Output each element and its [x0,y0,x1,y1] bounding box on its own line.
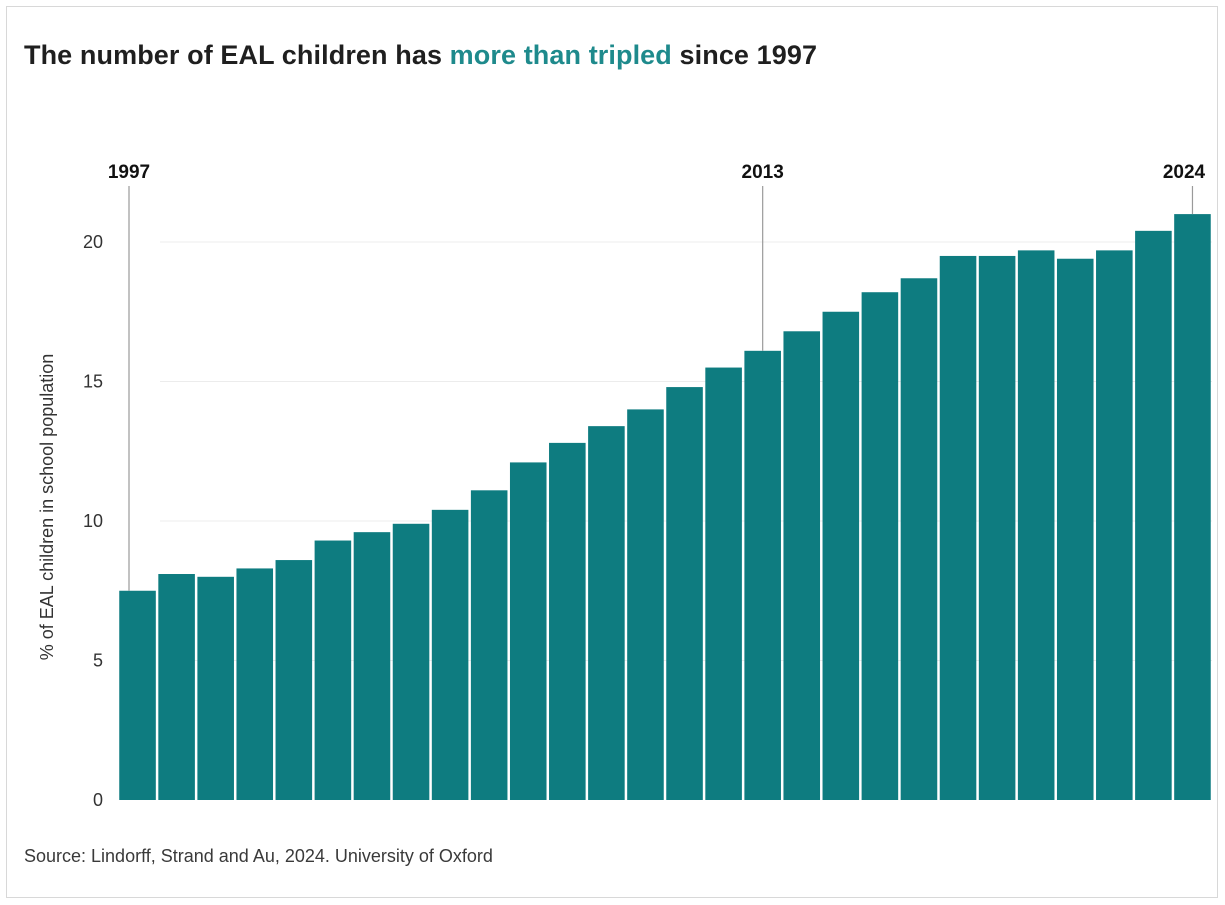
bar-2018 [939,255,977,800]
title-text-start: The number of EAL children has [24,40,450,70]
title-highlight: more than tripled [449,40,672,70]
bar-2008 [549,442,586,800]
bar-2003 [353,532,391,800]
bar-2015 [822,311,860,800]
y-tick-label-10: 10 [83,511,103,531]
y-axis-label: % of EAL children in school population [37,354,57,661]
bar-2013 [744,350,781,800]
bar-2012 [705,367,742,800]
bar-2024 [1174,214,1211,801]
bar-2009 [588,426,625,800]
bar-2000 [236,568,274,800]
bar-2011 [666,387,703,800]
bar-2002 [314,540,352,800]
bar-2022 [1096,250,1133,800]
bar-1999 [197,576,234,800]
year-annotations: 1997 2013 2024 [108,162,1206,591]
y-tick-label-20: 20 [83,232,103,252]
bar-2023 [1135,230,1172,801]
y-axis-ticks: 0 5 10 15 20 [83,232,103,810]
chart-title: The number of EAL children has more than… [24,40,817,71]
bar-1998 [158,574,195,800]
source-note: Source: Lindorff, Strand and Au, 2024. U… [24,846,493,866]
bar-2020 [1017,250,1055,800]
annotation-label-2024: 2024 [1163,162,1206,183]
y-tick-label-0: 0 [93,790,103,810]
bar-2017 [900,278,938,800]
bar-2006 [470,490,508,800]
annotation-label-2013: 2013 [742,162,784,183]
annotation-label-1997: 1997 [108,162,150,183]
bar-2014 [783,331,821,800]
bar-2010 [627,409,664,800]
bar-2005 [431,509,469,800]
bar-2001 [275,560,313,800]
bars [119,214,1211,801]
title-text-end: since 1997 [671,40,818,70]
bar-2016 [861,292,899,800]
bar-1997 [119,590,156,800]
y-tick-label-5: 5 [93,651,103,671]
y-tick-label-15: 15 [83,372,103,392]
bar-2004 [392,523,430,800]
bar-2019 [978,255,1016,800]
bar-2021 [1056,258,1094,800]
bar-2007 [509,462,547,800]
